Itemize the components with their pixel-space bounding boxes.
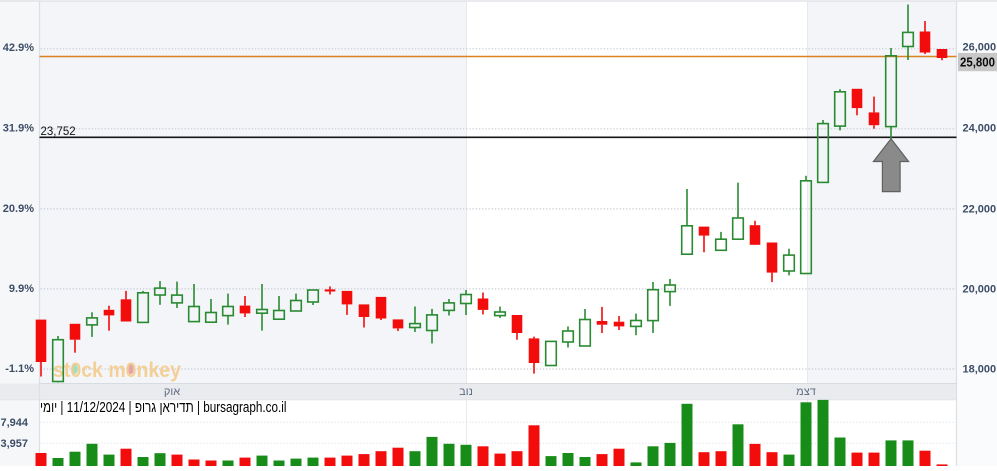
svg-text:24,000: 24,000 bbox=[963, 122, 997, 134]
svg-text:31.9%: 31.9% bbox=[3, 123, 34, 135]
svg-text:26,000: 26,000 bbox=[963, 41, 997, 53]
svg-text:20.9%: 20.9% bbox=[3, 203, 34, 215]
svg-text:42.9%: 42.9% bbox=[3, 42, 34, 54]
svg-text:7,944: 7,944 bbox=[0, 417, 28, 429]
svg-text:18,000: 18,000 bbox=[963, 363, 997, 375]
svg-text:דצמ: דצמ bbox=[796, 386, 816, 398]
svg-text:⁧יומי⁩ | 11/12/2024 | ⁧תדיראן: ⁧יומי⁩ | 11/12/2024 | ⁧תדיראן גרופ⁩ | bu… bbox=[40, 399, 287, 416]
svg-text:3,957: 3,957 bbox=[0, 438, 28, 450]
svg-text:אוק: אוק bbox=[164, 386, 180, 398]
svg-text:22,000: 22,000 bbox=[963, 203, 997, 215]
svg-text:נוב: נוב bbox=[459, 386, 473, 398]
svg-text:9.9%: 9.9% bbox=[9, 283, 34, 295]
svg-text:st0ck m0nkey: st0ck m0nkey bbox=[53, 358, 181, 382]
svg-text:20,000: 20,000 bbox=[963, 283, 997, 295]
svg-text:23,752: 23,752 bbox=[41, 126, 76, 138]
svg-text:25,800: 25,800 bbox=[960, 56, 995, 70]
svg-text:-1.1%: -1.1% bbox=[5, 363, 34, 375]
